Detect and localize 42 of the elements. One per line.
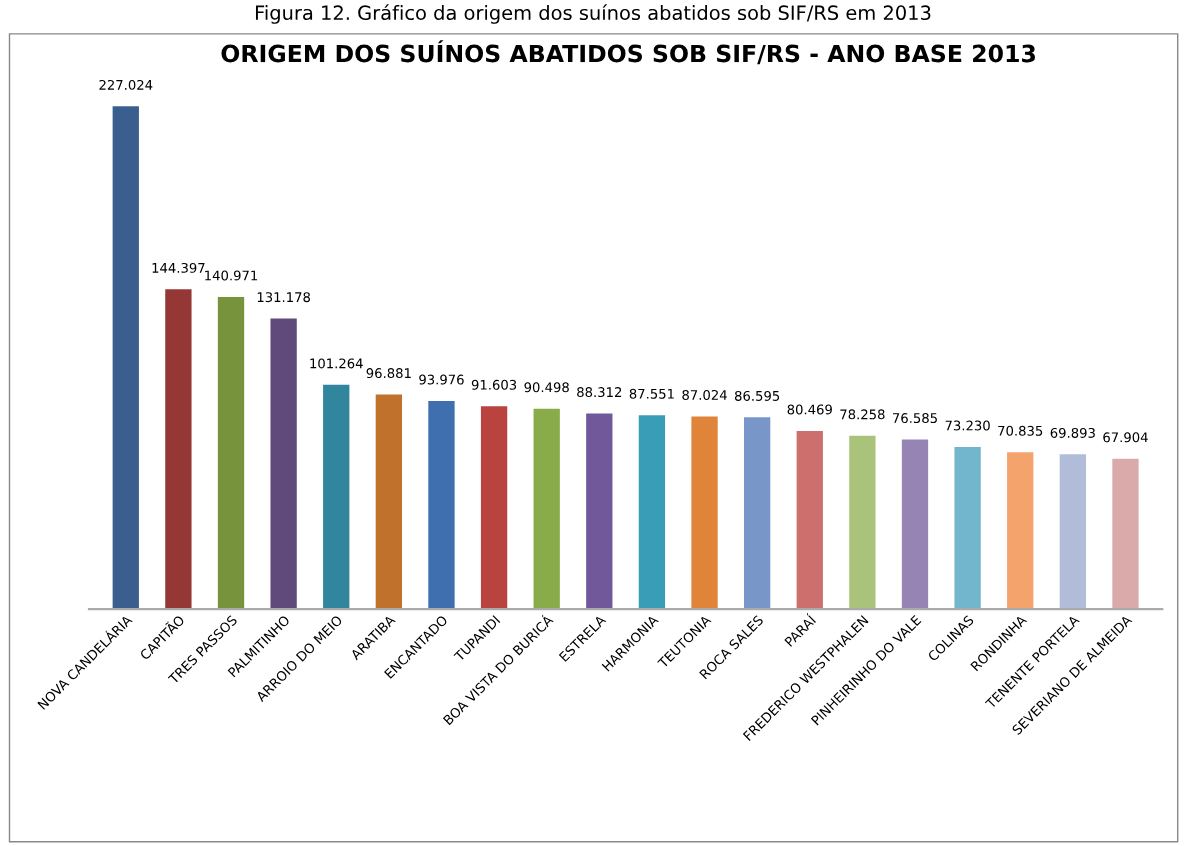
data-label: 144.397 <box>152 262 205 273</box>
bar <box>586 413 613 610</box>
data-label: 90.498 <box>524 382 569 393</box>
data-label: 131.178 <box>257 292 310 303</box>
data-label: 80.469 <box>787 404 832 415</box>
bar <box>849 435 876 610</box>
data-label: 67.904 <box>1103 432 1148 443</box>
bar <box>533 408 560 610</box>
bar <box>954 446 981 610</box>
data-label: 140.971 <box>205 270 258 281</box>
data-label: 76.585 <box>892 413 937 424</box>
bar <box>691 416 718 610</box>
text: Figura 12. Gráfico da origem dos suínos abatidos sob SIF/RS em 2013 <box>255 4 931 24</box>
bar <box>428 400 455 610</box>
data-label: 227.024 <box>99 79 153 90</box>
data-label: 78.258 <box>840 409 885 420</box>
bar <box>1059 454 1086 610</box>
data-label: 87.024 <box>682 389 727 400</box>
bar <box>638 415 666 610</box>
bar <box>375 394 402 610</box>
data-label: 88.312 <box>577 387 622 398</box>
data-label: 93.976 <box>419 374 464 385</box>
chart-title: ORIGEM DOS SUÍNOS ABATIDOS SOB SIF/RS - ANO BASE 2013 <box>221 40 1036 65</box>
bar <box>744 417 771 610</box>
bar <box>1007 452 1034 610</box>
data-label: 87.551 <box>629 388 674 399</box>
bar <box>112 106 139 610</box>
bar <box>480 406 508 610</box>
data-label: 101.264 <box>310 358 363 369</box>
bar <box>270 318 297 610</box>
data-label: 96.881 <box>366 368 411 379</box>
bar <box>796 430 823 610</box>
data-label: 69.893 <box>1050 427 1095 438</box>
bar <box>165 289 192 610</box>
data-label: 70.835 <box>998 425 1043 436</box>
data-label: 86.595 <box>734 390 780 401</box>
bar <box>323 384 350 610</box>
bar <box>901 439 929 610</box>
bar <box>217 296 245 610</box>
data-label: 91.603 <box>471 379 517 390</box>
data-label: 73.230 <box>945 420 990 431</box>
bar <box>1112 458 1139 610</box>
